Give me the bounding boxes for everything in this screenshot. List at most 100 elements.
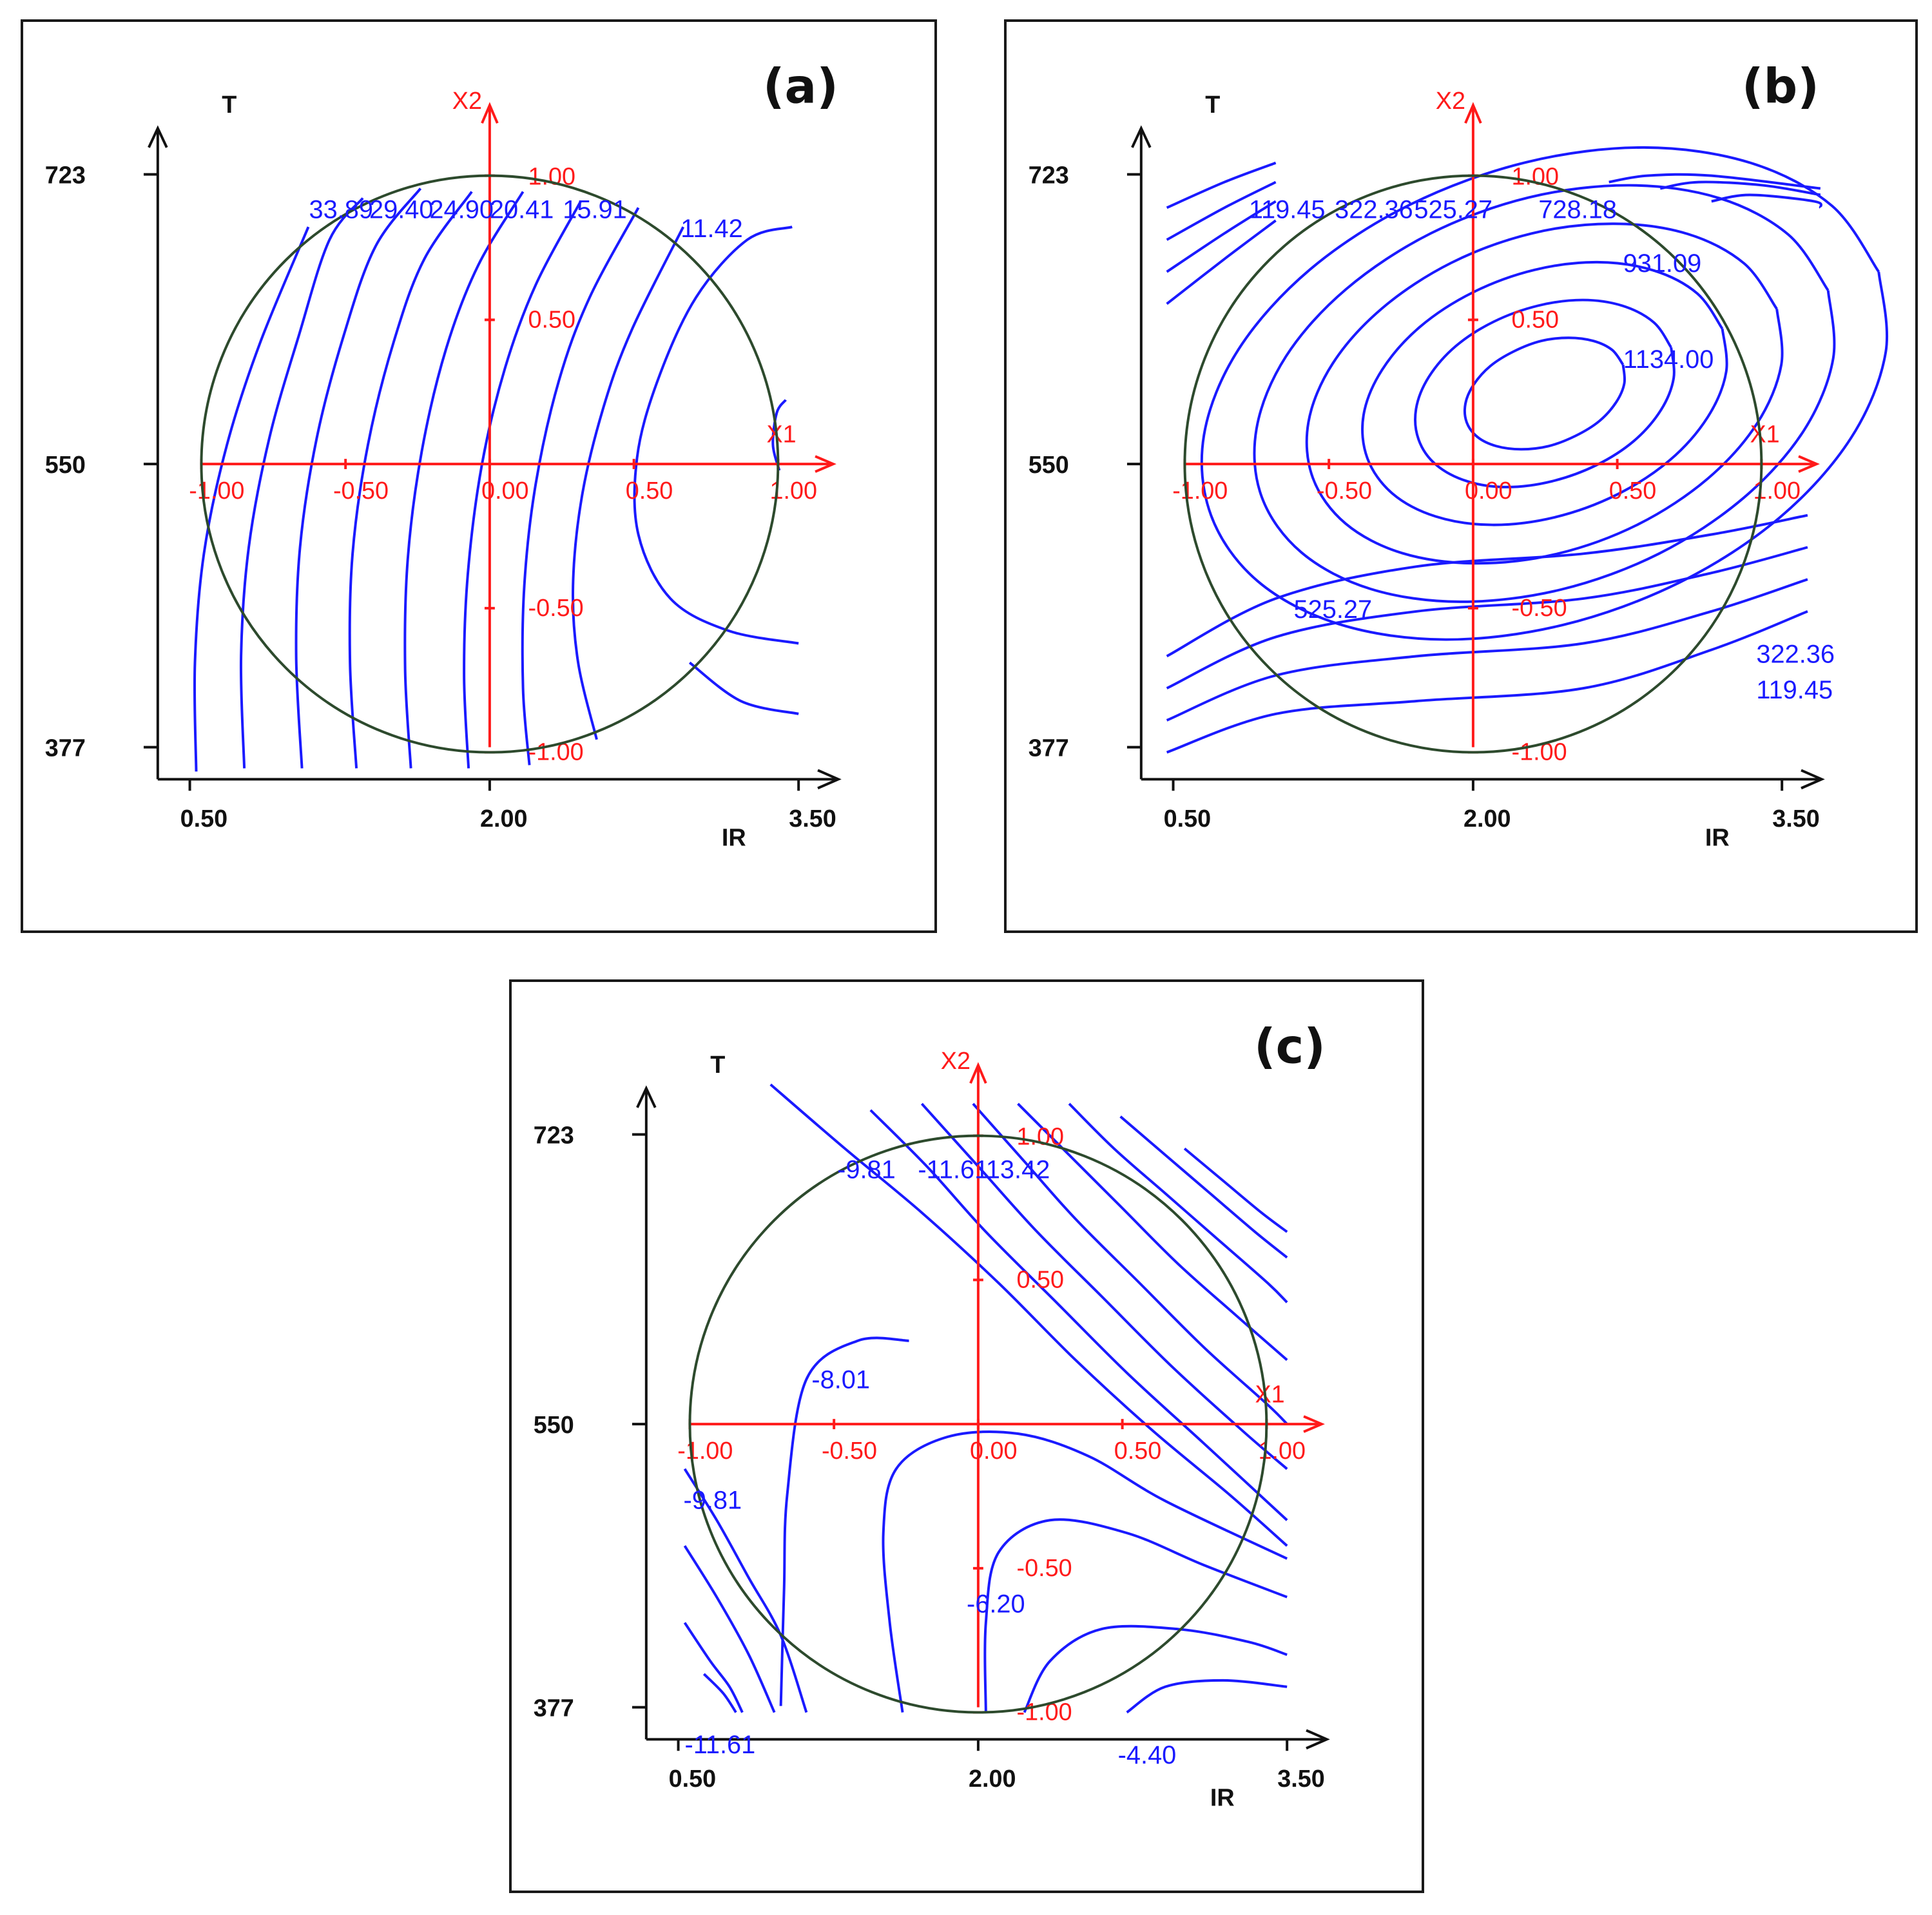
x-tick-label: 2.00	[1463, 805, 1511, 832]
x1-tick-label: -1.00	[189, 477, 244, 505]
x-axis-arrow	[1801, 769, 1825, 790]
contour-line	[1166, 180, 1277, 241]
contour-line	[403, 191, 525, 769]
x1-axis-name: X1	[1255, 1381, 1284, 1408]
y-tick-label: 723	[1029, 162, 1069, 189]
contour-line	[1183, 1148, 1288, 1233]
contour-line	[521, 207, 640, 765]
contour-label: -9.81	[837, 1155, 896, 1184]
contour-line	[1023, 1624, 1288, 1713]
contour-line	[771, 399, 787, 471]
x-tick-label: 3.50	[789, 805, 836, 832]
contour-label: 525.27	[1414, 195, 1492, 224]
y-axis-title: T	[222, 91, 237, 119]
contour-line	[1166, 200, 1277, 273]
contour-label: 322.36	[1335, 195, 1413, 224]
x2-tick-label: -1.00	[1512, 739, 1567, 766]
contour-line	[1659, 180, 1821, 197]
x2-tick-label: -0.50	[1512, 595, 1567, 622]
x-axis-title: IR	[1210, 1785, 1235, 1812]
x1-tick-label: -1.00	[677, 1438, 733, 1465]
contour-label: 24.90	[429, 195, 494, 224]
x2-tick-label: -0.50	[1017, 1555, 1072, 1582]
contour-label: 525.27	[1293, 595, 1372, 624]
y-axis-arrow	[636, 1085, 657, 1108]
x2-tick-label: 0.50	[1512, 306, 1560, 333]
contour-label: 15.91	[563, 195, 627, 224]
x1-tick-label: 0.50	[1609, 477, 1657, 505]
contour-line	[1305, 222, 1784, 565]
x1-tick-label: -0.50	[822, 1438, 877, 1465]
x2-axis-name: X2	[1436, 88, 1465, 115]
contour-line	[1166, 161, 1277, 209]
y-tick-label: 377	[1029, 735, 1069, 762]
x1-tick-label: -0.50	[1317, 477, 1372, 505]
y-tick-label: 550	[45, 452, 86, 479]
x1-tick-label: 0.50	[626, 477, 673, 505]
contour-label: 119.45	[1249, 195, 1326, 224]
design-region-circle	[688, 1134, 1268, 1714]
contour-line	[688, 661, 799, 715]
y-axis-arrow	[1131, 125, 1152, 148]
x2-axis-name: X2	[941, 1048, 971, 1075]
contour-line	[633, 226, 799, 645]
contour-line	[1463, 336, 1627, 451]
contour-label: -6.20	[967, 1590, 1025, 1618]
panel-label: (c)	[1254, 1019, 1326, 1074]
x1-tick-label: 0.00	[970, 1438, 1018, 1465]
contour-line	[1166, 578, 1808, 722]
x1-tick-label: -0.50	[333, 477, 389, 505]
y-tick-label: 550	[534, 1412, 574, 1439]
x1-axis-arrow	[815, 455, 836, 473]
x2-tick-label: -1.00	[528, 739, 584, 766]
y-axis-title: T	[1205, 91, 1220, 119]
x2-axis-arrow	[1464, 102, 1482, 124]
contour-line	[1166, 514, 1808, 658]
x1-tick-label: -1.00	[1172, 477, 1228, 505]
contour-line	[295, 188, 422, 769]
contour-label: 728.18	[1538, 195, 1617, 224]
contour-line	[769, 1083, 1288, 1547]
contour-line	[683, 1545, 776, 1713]
x2-axis-arrow	[969, 1062, 987, 1084]
contour-line	[1166, 546, 1808, 689]
contour-line	[1166, 610, 1808, 754]
y-tick-label: 377	[45, 735, 86, 762]
y-tick-label: 723	[45, 162, 86, 189]
contour-label: 33.89	[309, 195, 373, 224]
contour-line	[1119, 1115, 1288, 1259]
contour-label: -11.61	[684, 1731, 755, 1759]
contour-label: 931.09	[1623, 249, 1702, 278]
contour-label: 322.36	[1756, 640, 1835, 668]
x2-tick-label: 0.50	[528, 306, 576, 333]
x-tick-label: 3.50	[1277, 1766, 1325, 1793]
contour-label: 13.42	[986, 1155, 1050, 1184]
contour-line	[779, 1336, 909, 1706]
contour-line	[683, 1622, 744, 1713]
panel-label: (b)	[1742, 59, 1819, 114]
x-axis-arrow	[817, 769, 842, 790]
y-tick-label: 377	[534, 1695, 574, 1722]
y-axis-arrow	[148, 125, 168, 148]
contour-line	[1166, 219, 1277, 305]
contour-line	[1711, 193, 1822, 209]
contour-line	[1200, 146, 1889, 641]
contour-plot-a: 723 550 377 0.50 2.00 3.50 T IR (a) X2 X1 -1.00 -0.5…	[45, 59, 842, 852]
x2-axis-arrow	[481, 102, 499, 124]
contour-line	[1361, 260, 1728, 526]
y-axis-title: T	[710, 1052, 725, 1079]
contour-label: 29.40	[369, 195, 434, 224]
x-axis-title: IR	[1705, 825, 1730, 852]
contour-line	[572, 226, 684, 740]
x-axis-title: IR	[722, 825, 746, 852]
x1-axis-arrow	[1303, 1415, 1325, 1433]
contour-line	[972, 1102, 1288, 1425]
contour-line	[869, 1109, 1288, 1521]
contour-panel-b: 723 550 377 0.50 2.00 3.50 T IR (b) X2 X1 -1.00 -0.5…	[1004, 19, 1918, 933]
contour-plot-c: 723 550 377 0.50 2.00 3.50 T IR (c) X2 X1 -1.00 -0.5…	[534, 1019, 1330, 1812]
contour-label: -4.40	[1118, 1741, 1177, 1769]
x1-tick-label: 0.00	[1465, 477, 1512, 505]
x2-tick-label: 0.50	[1017, 1266, 1065, 1293]
contour-plot-b: 723 550 377 0.50 2.00 3.50 T IR (b) X2 X1 -1.00 -0.5…	[1029, 59, 1889, 852]
contour-line	[702, 1673, 737, 1713]
